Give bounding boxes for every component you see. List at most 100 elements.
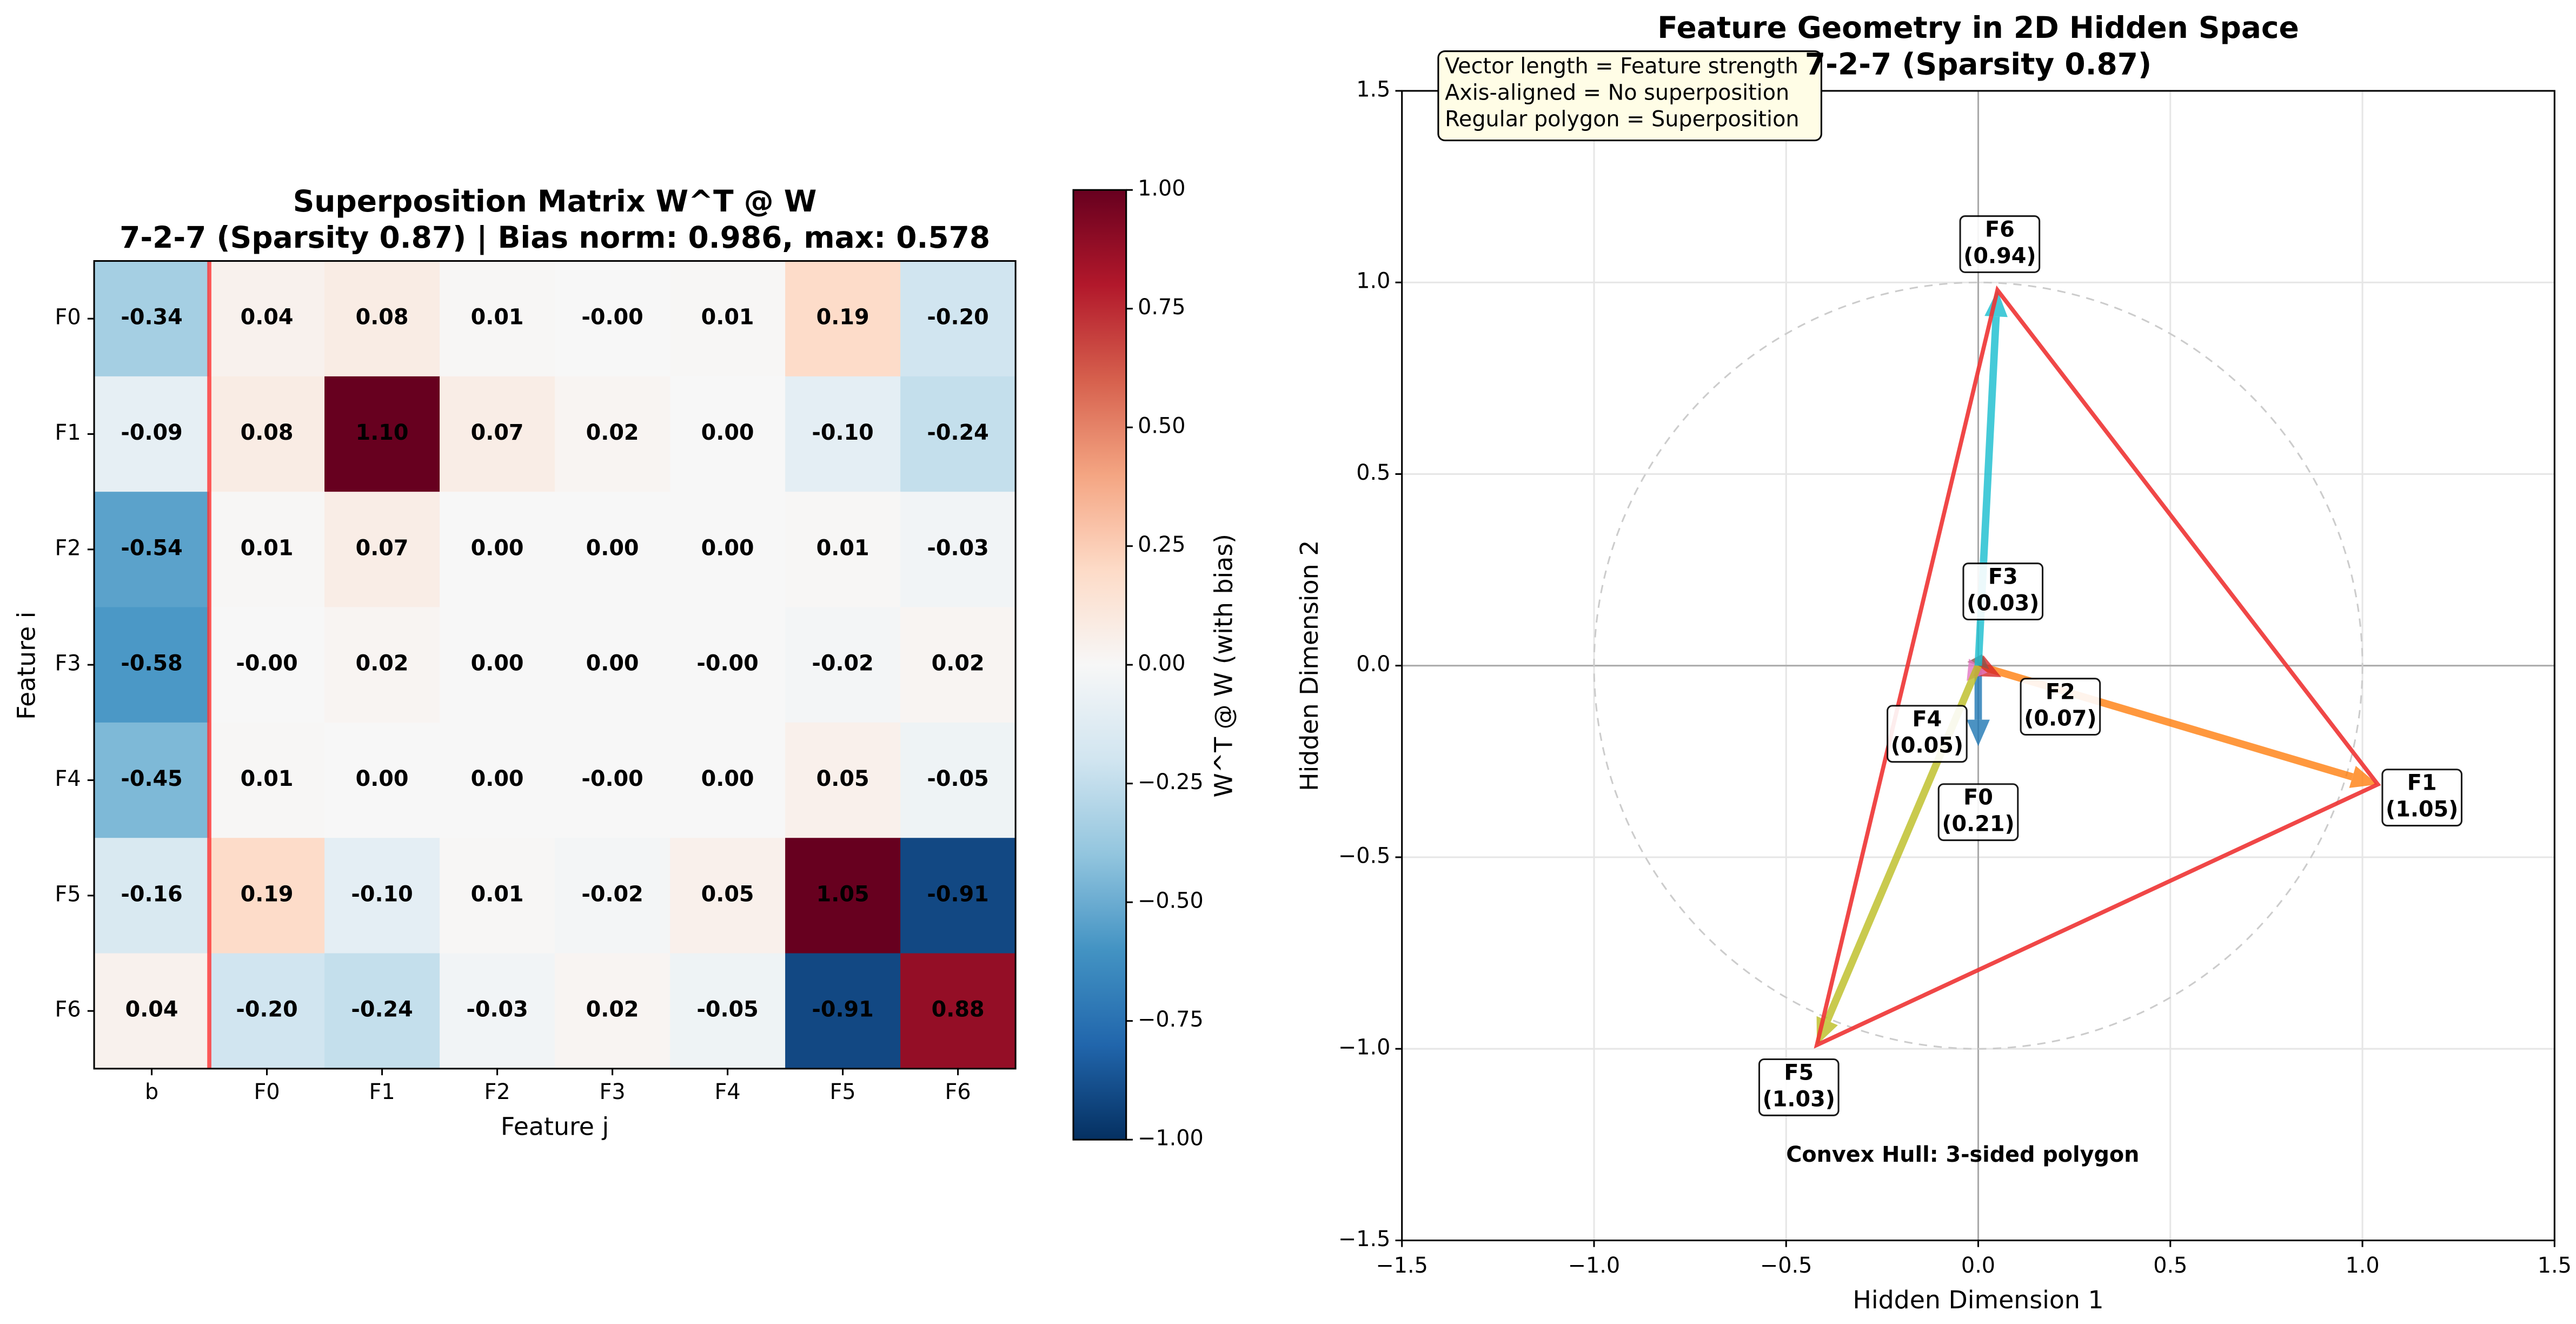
heatmap-cell [209, 838, 325, 954]
colorbar-label: W^T @ W (with bias) [1209, 534, 1238, 798]
heatmap-cell [209, 492, 325, 608]
y-tick-label: F6 [55, 997, 81, 1022]
heatmap-cell [94, 376, 210, 493]
cell-label: 0.00 [586, 535, 639, 560]
feature-name: F3 [1988, 565, 2018, 590]
cell-label: 0.00 [701, 420, 754, 445]
cell-label: 0.00 [701, 535, 754, 560]
cell-label: 0.05 [701, 882, 754, 906]
cell-label: -0.20 [236, 997, 297, 1022]
x-axis-label: Hidden Dimension 1 [1853, 1285, 2103, 1314]
cell-label: -0.16 [121, 882, 182, 906]
y-tick-label: −1.0 [1338, 1035, 1390, 1060]
vector-label: F3(0.03) [1962, 562, 2044, 621]
cell-label: 0.01 [471, 305, 524, 330]
heatmap-cell [94, 722, 210, 839]
y-tick-label: −1.5 [1338, 1227, 1390, 1252]
x-tick-label: F3 [600, 1080, 626, 1104]
heatmap-cell [555, 261, 671, 377]
heatmap-cell [324, 838, 441, 954]
feature-length: (0.21) [1942, 812, 2014, 837]
heatmap-cell [900, 607, 1017, 723]
y-tick-label: 1.0 [1356, 269, 1390, 294]
vector-head [2349, 765, 2378, 788]
y-tick-label: F0 [55, 305, 81, 330]
unit-circle [1593, 281, 2363, 1050]
heatmap-cell [324, 722, 441, 839]
cell-label: -0.02 [581, 882, 643, 906]
cell-label: -0.20 [927, 305, 988, 330]
cell-label: 0.07 [356, 535, 409, 560]
heatmap-cell [555, 953, 671, 1069]
cell-label: 0.07 [471, 420, 524, 445]
heatmap-cell [324, 376, 441, 493]
vector-title: Feature Geometry in 2D Hidden Space [1657, 10, 2299, 45]
vector-label: F2(0.07) [2020, 678, 2101, 736]
cell-label: 0.00 [471, 766, 524, 791]
cell-label: 0.02 [586, 997, 639, 1022]
heatmap-cell [555, 376, 671, 493]
cell-label: 0.02 [586, 420, 639, 445]
label-box [1959, 215, 2041, 273]
heatmap-cell [324, 607, 441, 723]
cell-label: -0.00 [581, 305, 643, 330]
colorbar-tick-label: −0.75 [1138, 1007, 1204, 1032]
heatmap-cell [670, 261, 786, 377]
x-tick-label: −1.0 [1568, 1253, 1620, 1278]
cell-label: 1.10 [356, 420, 409, 445]
label-box [2020, 678, 2101, 736]
vector-label: F0(0.21) [1937, 783, 2019, 842]
heatmap-cell [900, 838, 1017, 954]
cell-label: -0.03 [466, 997, 528, 1022]
feature-name: F6 [1985, 217, 2015, 242]
heatmap-cell [209, 607, 325, 723]
heatmap-cell [785, 607, 901, 723]
feature-length: (1.03) [1763, 1087, 1835, 1111]
cell-label: 0.19 [816, 305, 869, 330]
colorbar-tick-label: −1.00 [1138, 1126, 1204, 1151]
cell-label: 0.01 [241, 766, 294, 791]
note-line: Regular polygon = Superposition [1445, 107, 1799, 131]
heatmap-cell [670, 838, 786, 954]
heatmap-cell [785, 838, 901, 954]
cell-label: -0.05 [696, 997, 758, 1022]
annotation: Convex Hull: 3-sided polygon [1786, 1142, 2139, 1167]
cell-label: -0.05 [927, 766, 988, 791]
feature-name: F1 [2407, 771, 2437, 796]
cell-label: 0.01 [701, 305, 754, 330]
cell-label: 0.05 [816, 766, 869, 791]
cell-label: 0.01 [241, 535, 294, 560]
colorbar-tick-label: 0.25 [1138, 532, 1185, 557]
colorbar-tick-label: −0.25 [1138, 770, 1204, 795]
label-box [1758, 1058, 1840, 1116]
heatmap-cell [555, 838, 671, 954]
x-tick-label: F0 [254, 1080, 280, 1104]
cell-label: -0.34 [121, 305, 182, 330]
feature-name: F0 [1963, 785, 1993, 810]
heatmap-cell [94, 953, 210, 1069]
cell-label: 1.05 [816, 882, 869, 906]
y-axis-label: Hidden Dimension 2 [1294, 540, 1324, 791]
x-tick-label: F1 [369, 1080, 395, 1104]
feature-length: (1.05) [2386, 797, 2458, 822]
heatmap-cell [94, 607, 210, 723]
heatmap-cell [900, 376, 1017, 493]
cell-label: -0.00 [236, 651, 297, 676]
cell-label: -0.00 [581, 766, 643, 791]
cell-label: -0.91 [812, 997, 873, 1022]
heatmap-cell [900, 722, 1017, 839]
y-axis-label: Feature i [11, 612, 41, 720]
colorbar-tick-label: 0.00 [1138, 651, 1185, 676]
cell-label: 0.04 [241, 305, 294, 330]
feature-name: F2 [2046, 680, 2075, 705]
heatmap-cell [209, 376, 325, 493]
heatmap-cell [440, 722, 556, 839]
feature-name: F4 [1913, 707, 1942, 732]
label-box [1962, 562, 2044, 621]
y-tick-label: F5 [55, 882, 81, 906]
cell-label: 0.08 [241, 420, 294, 445]
colorbar-tick-label: 0.50 [1138, 414, 1185, 439]
cell-label: -0.02 [812, 651, 873, 676]
convex-hull [1814, 285, 2381, 1049]
heatmap-cell [555, 492, 671, 608]
